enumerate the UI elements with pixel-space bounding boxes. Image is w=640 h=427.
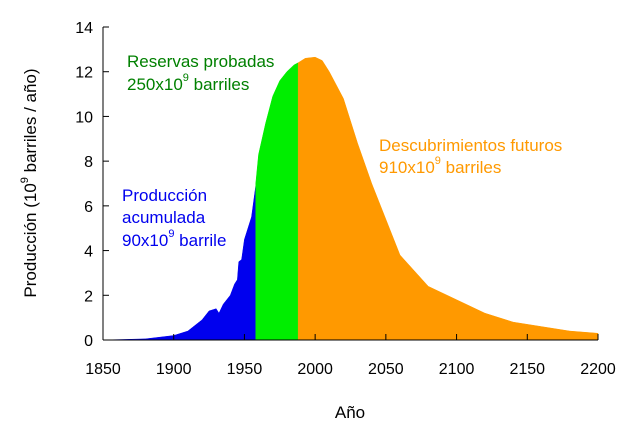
y-label-sup: 9 xyxy=(19,177,31,183)
x-tick-label: 2050 xyxy=(368,361,404,378)
x-tick-label: 2100 xyxy=(439,361,475,378)
y-tick-label: 4 xyxy=(84,244,93,261)
y-axis-label: Producción (109 barriles / año) xyxy=(19,68,40,297)
annotation-text: barriles xyxy=(441,158,501,177)
y-label-text: Producción (10 xyxy=(21,183,40,297)
x-tick-label: 2200 xyxy=(580,361,616,378)
annotation-text: barrile xyxy=(174,231,226,250)
x-tick-label: 2150 xyxy=(509,361,545,378)
x-tick-label: 1900 xyxy=(156,361,192,378)
annotation-line: 250x109 barriles xyxy=(127,72,249,94)
x-tick-label: 2000 xyxy=(297,361,333,378)
y-tick-label: 6 xyxy=(84,199,93,216)
annotation-text: 910x10 xyxy=(379,158,435,177)
area xyxy=(255,62,299,341)
annotation-sup: 9 xyxy=(435,155,441,167)
y-tick-label: 10 xyxy=(75,109,93,126)
areas xyxy=(102,56,599,341)
x-axis-label: Año xyxy=(335,403,365,422)
annotation-line: 910x109 barriles xyxy=(379,155,501,177)
x-tick-label: 1850 xyxy=(85,361,121,378)
annotation-sup: 9 xyxy=(168,228,174,240)
x-tick-label: 1950 xyxy=(227,361,263,378)
annotation: Reservas probadas 250x109 barriles xyxy=(127,52,274,94)
annotation-text: barriles xyxy=(189,75,249,94)
annotation-text: 90x10 xyxy=(122,231,168,250)
annotation-line: Reservas probadas xyxy=(127,52,274,71)
annotation-line: Descubrimientos futuros xyxy=(379,136,562,155)
annotation: Producción acumulada 90x109 barrile xyxy=(122,186,226,250)
annotation: Descubrimientos futuros 910x109 barriles xyxy=(379,136,562,177)
y-tick-label: 2 xyxy=(84,288,93,305)
annotation-line: acumulada xyxy=(122,208,206,227)
annotation-line: 90x109 barrile xyxy=(122,228,226,250)
y-tick-label: 0 xyxy=(84,333,93,350)
annotation-line: Producción xyxy=(122,186,207,205)
y-tick-label: 14 xyxy=(75,20,93,37)
y-label-text: barriles / año) xyxy=(21,68,40,177)
area xyxy=(297,56,599,341)
annotation-text: 250x10 xyxy=(127,75,183,94)
y-tick-label: 12 xyxy=(75,65,93,82)
area xyxy=(102,185,256,341)
y-tick-label: 8 xyxy=(84,154,93,171)
annotation-sup: 9 xyxy=(183,72,189,84)
